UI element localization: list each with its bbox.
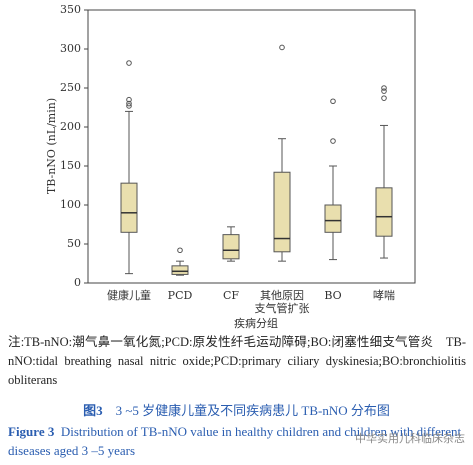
y-tick-label: 250 bbox=[60, 81, 81, 94]
outlier bbox=[381, 88, 387, 94]
chart: TB-nNO (nL/min) 0 50 100 150 200 250 300 350 bbox=[45, 3, 416, 289]
y-tick-label: 150 bbox=[60, 159, 81, 172]
box bbox=[120, 182, 138, 233]
box bbox=[324, 204, 342, 233]
x-tick-label: 其他原因 支气管扩张 bbox=[254, 289, 310, 315]
outlier bbox=[177, 247, 183, 254]
box bbox=[171, 265, 189, 275]
outlier bbox=[381, 95, 387, 101]
y-tick-label: 100 bbox=[60, 198, 81, 211]
caption-en: Figure 3 Distribution of TB-nNO value in… bbox=[8, 422, 466, 460]
x-tick-label: PCD bbox=[167, 289, 193, 302]
figure-label: 图3 bbox=[83, 403, 103, 418]
outlier bbox=[126, 60, 132, 66]
y-tick-label: 300 bbox=[60, 42, 81, 55]
caption: 3 ~5 岁健康儿童及不同疾病患儿 TB-nNO 分布图 bbox=[115, 403, 390, 418]
outlier bbox=[330, 98, 336, 105]
x-tick-label: 哮喘 bbox=[373, 289, 395, 302]
box bbox=[375, 187, 393, 237]
caption-cn: 图3 3 ~5 岁健康儿童及不同疾病患儿 TB-nNO 分布图 bbox=[0, 400, 473, 419]
box bbox=[222, 234, 240, 260]
x-axis-label: 疾病分组 bbox=[234, 317, 278, 330]
y-tick-label: 0 bbox=[74, 276, 81, 289]
outlier bbox=[126, 100, 132, 107]
caption: Distribution of TB-nNO value in healthy … bbox=[8, 424, 462, 458]
outlier bbox=[279, 44, 285, 51]
outlier bbox=[381, 85, 387, 91]
note: 注:TB-nNO:潮气鼻一氧化氮;PCD:原发性纤毛运动障碍;BO:闭塞性细支气… bbox=[8, 335, 466, 387]
x-tick-label: CF bbox=[222, 289, 240, 302]
outlier bbox=[126, 103, 132, 109]
y-axis-label: TB-nNO (nL/min) bbox=[45, 98, 58, 194]
y-tick-label: 50 bbox=[67, 237, 81, 250]
y-tick-label: 200 bbox=[60, 120, 81, 133]
outlier bbox=[126, 96, 132, 103]
x-tick-label: 健康儿童 bbox=[107, 289, 151, 302]
box bbox=[273, 171, 291, 253]
plot-frame bbox=[87, 9, 416, 284]
x-tick-label: BO bbox=[324, 289, 342, 302]
figure-label: Figure 3 bbox=[8, 424, 55, 439]
outlier bbox=[330, 138, 336, 144]
watermark: 中华实用儿科临床杂志 bbox=[355, 432, 465, 445]
y-tick-label: 350 bbox=[60, 3, 81, 16]
